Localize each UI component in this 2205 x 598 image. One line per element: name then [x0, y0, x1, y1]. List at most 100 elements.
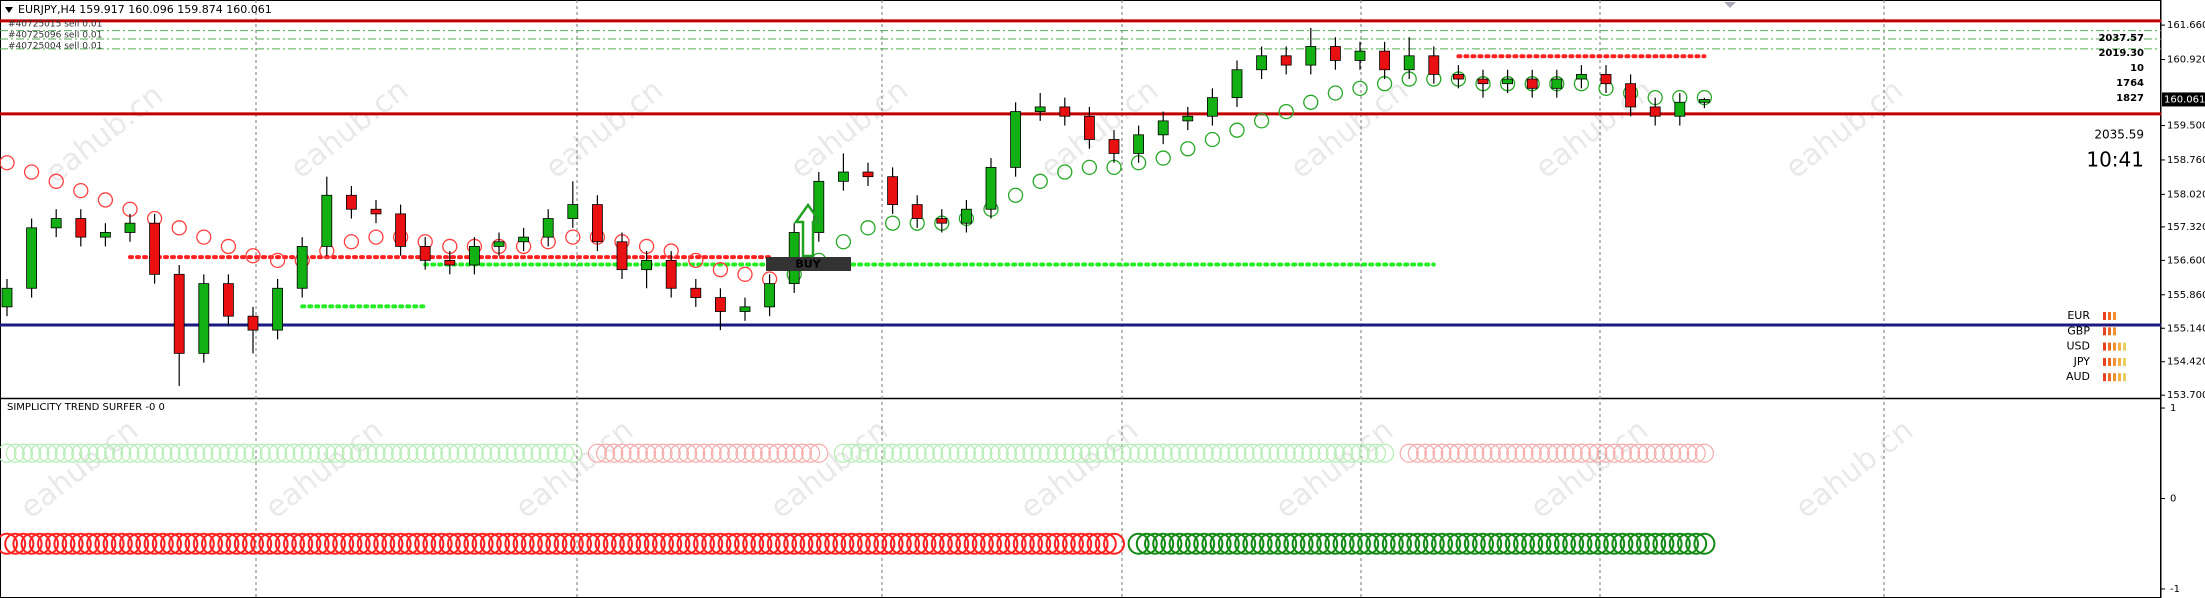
trend-circle	[694, 443, 714, 463]
trend-circle	[800, 443, 821, 463]
candle-body	[936, 218, 948, 224]
trend-circle	[939, 532, 961, 555]
ma-circle	[23, 164, 40, 180]
trend-circle	[611, 532, 633, 555]
trend-circle	[1455, 532, 1478, 555]
trend-circle	[997, 443, 1018, 463]
trend-circle	[604, 443, 624, 463]
trend-circle	[235, 443, 255, 463]
trend-circle	[1603, 532, 1626, 555]
trend-circle	[46, 443, 66, 463]
trend-circle	[1349, 532, 1371, 555]
trend-circle	[176, 532, 199, 555]
trend-circle	[389, 532, 412, 555]
trend-circle	[1529, 532, 1552, 555]
trend-circle	[1137, 443, 1157, 463]
trend-circle	[1547, 443, 1567, 463]
candle-body	[1010, 111, 1021, 168]
trend-circle	[1439, 532, 1462, 555]
trend-circle	[22, 443, 42, 463]
trend-circle	[653, 443, 673, 463]
trend-circle	[1365, 532, 1388, 555]
trend-circle	[538, 443, 558, 463]
trend-circle	[440, 443, 460, 463]
trend-circle	[1513, 532, 1535, 555]
ma-circle	[1057, 164, 1073, 180]
trend-circle	[1357, 532, 1380, 555]
strength-cell	[2103, 357, 2106, 366]
trend-circle	[1104, 443, 1124, 463]
trend-circle	[1202, 443, 1223, 463]
trend-circle	[602, 532, 625, 555]
trend-circle	[873, 532, 896, 555]
sub-y-tick-label: -1	[2170, 584, 2180, 595]
candle-body	[1207, 97, 1218, 117]
current-price-box	[2162, 92, 2205, 107]
ma-circle	[1327, 85, 1344, 101]
y-tick-label: 155.140	[2167, 323, 2205, 334]
trend-circle	[1317, 443, 1337, 463]
trend-circle	[456, 443, 476, 463]
trend-circle	[242, 532, 264, 555]
trend-circle	[1324, 532, 1347, 555]
clock: 10:41	[2086, 148, 2144, 172]
trend-circle	[61, 532, 84, 555]
trend-circle	[1242, 532, 1265, 555]
trend-circle	[20, 532, 43, 555]
candle-body	[75, 218, 87, 238]
y-tick-label: 158.020	[2167, 189, 2205, 200]
current-price-label: 160.061	[2164, 94, 2205, 105]
trend-circle	[79, 443, 99, 463]
trend-circle	[233, 532, 256, 555]
trend-circle	[1480, 532, 1503, 555]
trend-circle	[1579, 443, 1600, 463]
candle-body	[1231, 69, 1243, 99]
trend-circle	[709, 532, 732, 555]
y-tick-label: 156.600	[2167, 255, 2205, 266]
trend-circle	[250, 532, 273, 555]
trend-circle	[202, 443, 222, 463]
candle-body	[911, 204, 923, 219]
trend-circle	[186, 443, 206, 463]
trend-circle	[1636, 532, 1658, 555]
trend-circle	[284, 443, 304, 463]
trend-circle	[1078, 532, 1101, 555]
trend-circle	[587, 443, 608, 463]
order-label: #40725015 sell 0.01	[8, 20, 102, 30]
trend-circle	[578, 532, 601, 555]
trend-circle	[1694, 443, 1715, 463]
candle-body	[173, 273, 185, 354]
trend-circle	[1578, 532, 1601, 555]
trend-circle	[276, 443, 296, 463]
trend-circle	[768, 443, 788, 463]
trend-circle	[120, 443, 140, 463]
trend-circle	[874, 443, 895, 463]
trend-circle	[1596, 443, 1616, 463]
trend-circle	[759, 443, 780, 463]
trend-circle	[299, 532, 322, 555]
candle-body	[1330, 46, 1341, 61]
trend-circle	[5, 443, 25, 463]
trend-circle	[1496, 532, 1519, 555]
candle-body	[1403, 55, 1415, 71]
chart-title: EURJPY,H4 159.917 160.096 159.874 160.06…	[18, 3, 272, 16]
trend-circle	[479, 532, 502, 555]
currency-label: GBP	[2067, 324, 2090, 337]
candle-body	[370, 208, 382, 215]
trend-circle	[1661, 443, 1682, 463]
trend-circle	[1079, 443, 1100, 463]
candle-body	[493, 241, 505, 247]
candle-body	[641, 259, 652, 271]
trend-circle	[1127, 532, 1150, 555]
symbol-menu-icon[interactable]	[5, 7, 13, 13]
trend-circle	[1644, 532, 1667, 555]
trend-circle	[791, 532, 814, 555]
trend-circle	[455, 532, 478, 555]
trend-circle	[718, 443, 739, 463]
candle-body	[1379, 50, 1390, 71]
trend-circle	[194, 443, 214, 463]
trend-circle	[988, 532, 1011, 555]
currency-label: AUD	[2066, 370, 2090, 383]
candle-body	[1551, 78, 1563, 89]
ma-circle	[860, 220, 876, 236]
